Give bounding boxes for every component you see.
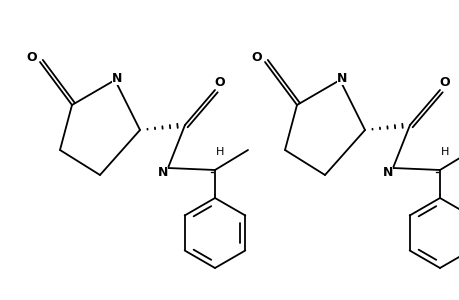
Text: N: N [112, 71, 122, 85]
Text: N: N [336, 71, 347, 85]
Text: H: H [215, 147, 224, 157]
Text: N: N [157, 167, 168, 179]
Text: N: N [382, 167, 392, 179]
Text: O: O [251, 50, 262, 64]
Text: O: O [439, 76, 449, 88]
Text: O: O [214, 76, 225, 88]
Text: H: H [440, 147, 448, 157]
Text: O: O [27, 50, 37, 64]
